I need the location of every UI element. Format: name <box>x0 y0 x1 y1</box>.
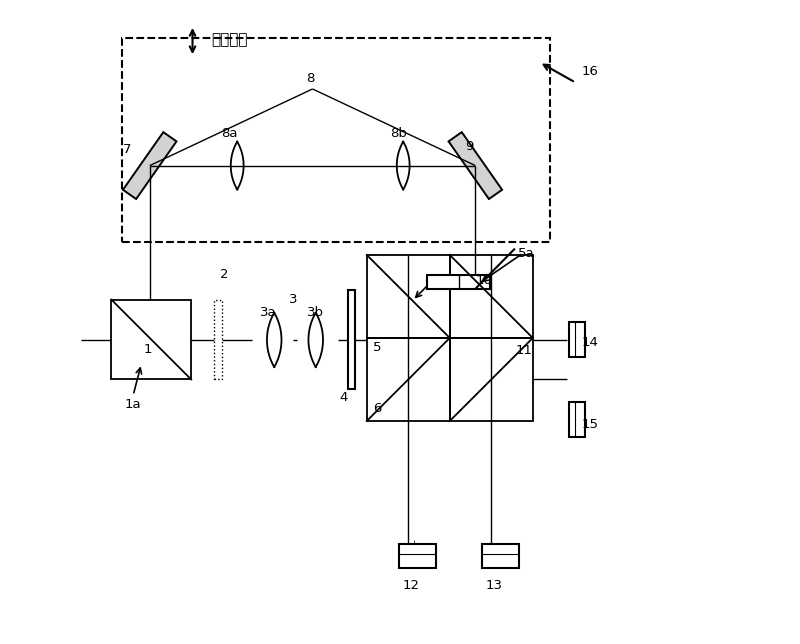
Bar <box>111 299 191 379</box>
Text: 7: 7 <box>122 143 131 156</box>
Polygon shape <box>449 132 502 199</box>
Text: 13: 13 <box>486 578 503 592</box>
Text: 8b: 8b <box>390 127 406 140</box>
Bar <box>482 544 518 568</box>
Text: 8: 8 <box>306 71 315 84</box>
Bar <box>427 275 490 289</box>
Bar <box>122 38 550 242</box>
Bar <box>367 338 450 421</box>
Bar <box>398 544 436 568</box>
Bar <box>367 255 450 338</box>
Bar <box>214 299 222 379</box>
Polygon shape <box>123 132 177 199</box>
Polygon shape <box>123 132 177 199</box>
Bar <box>450 338 533 421</box>
Text: 3a: 3a <box>259 306 276 319</box>
Text: 5a: 5a <box>518 247 534 260</box>
Bar <box>569 322 585 357</box>
Text: 15: 15 <box>582 418 598 431</box>
Text: 9: 9 <box>465 140 473 153</box>
Bar <box>450 255 533 338</box>
Text: 3: 3 <box>289 293 298 306</box>
Text: 11: 11 <box>516 345 533 357</box>
Text: 5: 5 <box>374 341 382 354</box>
Polygon shape <box>449 132 502 199</box>
Text: 8a: 8a <box>222 127 238 140</box>
Text: 4: 4 <box>340 391 348 404</box>
Text: 16: 16 <box>582 65 598 78</box>
Text: 14: 14 <box>582 336 598 349</box>
Text: 6: 6 <box>374 402 382 415</box>
Text: 光程调整: 光程调整 <box>212 32 248 47</box>
Text: 1a: 1a <box>125 399 142 412</box>
Text: 2: 2 <box>220 268 229 281</box>
Text: 3b: 3b <box>307 306 324 319</box>
Bar <box>569 402 585 437</box>
Text: 12: 12 <box>403 578 420 592</box>
Text: 1: 1 <box>143 343 152 356</box>
Text: 10: 10 <box>476 274 493 287</box>
Bar <box>348 290 355 389</box>
